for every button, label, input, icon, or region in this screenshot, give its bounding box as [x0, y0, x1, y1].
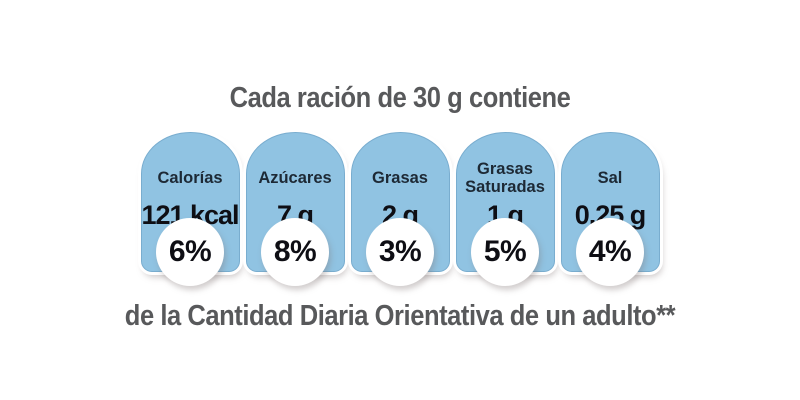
badge-percent: 5%: [483, 235, 527, 268]
badge-name: Azúcares: [258, 168, 332, 187]
badge-percent: 4%: [588, 235, 632, 268]
gda-badge-calorias: Calorías 121 kcal 6%: [140, 132, 240, 286]
badge-percent-circle: 4%: [576, 218, 644, 286]
badge-percent: 8%: [273, 235, 317, 268]
badge-name: Sal: [597, 168, 623, 187]
badge-percent: 3%: [378, 235, 422, 268]
badge-percent-circle: 6%: [156, 218, 224, 286]
gda-badges-row: Calorías 121 kcal 6% Azúcares 7 g 8% Gra…: [0, 132, 800, 286]
gda-badge-sal: Sal 0,25 g 4%: [560, 132, 660, 286]
badge-name: Grasas Saturadas: [465, 159, 545, 196]
gda-badge-grasas-saturadas: Grasas Saturadas 1 g 5%: [455, 132, 555, 286]
badge-name: Grasas: [372, 168, 428, 187]
gda-footnote: de la Cantidad Diaria Orientativa de un …: [124, 300, 676, 332]
gda-badge-azucares: Azúcares 7 g 8%: [245, 132, 345, 286]
badge-name: Calorías: [157, 168, 223, 187]
badge-percent-circle: 8%: [261, 218, 329, 286]
badge-percent: 6%: [168, 235, 212, 268]
gda-badge-grasas: Grasas 2 g 3%: [350, 132, 450, 286]
badge-percent-circle: 5%: [471, 218, 539, 286]
badge-percent-circle: 3%: [366, 218, 434, 286]
serving-title: Cada ración de 30 g contiene: [229, 82, 571, 114]
